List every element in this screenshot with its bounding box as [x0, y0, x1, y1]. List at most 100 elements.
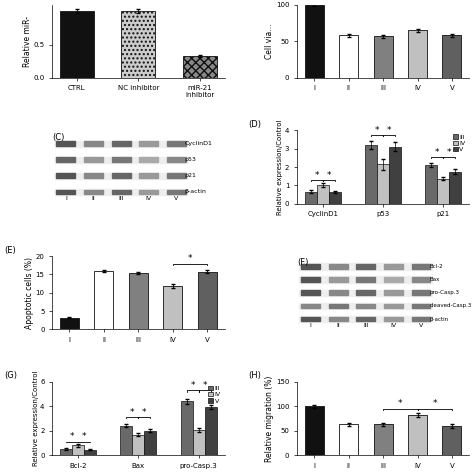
Bar: [329, 277, 348, 282]
Bar: [305, 5, 324, 78]
Bar: [384, 291, 403, 295]
Text: *: *: [375, 126, 379, 135]
Bar: [356, 264, 375, 269]
Bar: [163, 286, 182, 329]
Bar: [301, 264, 320, 269]
Text: *: *: [387, 126, 392, 135]
Bar: [374, 424, 392, 455]
Bar: [111, 141, 130, 146]
Y-axis label: Relative expression/Control: Relative expression/Control: [33, 371, 38, 466]
Bar: [300, 276, 432, 283]
Text: II: II: [337, 323, 340, 328]
Text: *: *: [435, 148, 439, 157]
Text: Bax: Bax: [429, 277, 440, 282]
Bar: [384, 264, 403, 269]
Bar: [377, 164, 389, 203]
Bar: [408, 30, 427, 78]
Bar: [167, 190, 186, 194]
Bar: [329, 303, 348, 308]
Text: *: *: [432, 399, 437, 408]
Bar: [305, 191, 317, 203]
Text: *: *: [202, 381, 207, 390]
Bar: [301, 291, 320, 295]
Bar: [365, 145, 377, 203]
Text: *: *: [130, 408, 135, 417]
Bar: [205, 407, 217, 455]
Bar: [411, 317, 430, 321]
Bar: [384, 317, 403, 321]
Bar: [339, 424, 358, 455]
Text: III: III: [118, 196, 124, 201]
Bar: [139, 173, 158, 178]
Bar: [329, 264, 348, 269]
Text: *: *: [142, 408, 146, 417]
Bar: [60, 11, 94, 78]
Bar: [94, 271, 113, 329]
Bar: [56, 190, 75, 194]
Bar: [84, 449, 96, 455]
Text: (G): (G): [4, 372, 17, 381]
Text: IV: IV: [391, 323, 396, 328]
Bar: [84, 173, 103, 178]
Text: I: I: [310, 323, 311, 328]
Bar: [56, 173, 75, 178]
Bar: [356, 291, 375, 295]
Bar: [449, 172, 461, 203]
Y-axis label: Relative miR-: Relative miR-: [23, 16, 32, 67]
Y-axis label: Apoptotic cells (%): Apoptotic cells (%): [25, 257, 34, 329]
Bar: [55, 173, 187, 179]
Text: (D): (D): [249, 120, 262, 129]
Bar: [339, 36, 358, 78]
Text: IV: IV: [146, 196, 152, 201]
Text: *: *: [82, 432, 86, 441]
Bar: [411, 277, 430, 282]
Bar: [139, 190, 158, 194]
Legend: III, IV, V: III, IV, V: [208, 385, 221, 404]
Bar: [300, 264, 432, 270]
Text: I: I: [65, 196, 67, 201]
Bar: [411, 291, 430, 295]
Bar: [301, 317, 320, 321]
Bar: [301, 277, 320, 282]
Bar: [84, 141, 103, 146]
Text: pro-Casp.3: pro-Casp.3: [429, 290, 460, 295]
Bar: [411, 264, 430, 269]
Bar: [301, 303, 320, 308]
Bar: [329, 291, 348, 295]
Bar: [181, 401, 192, 455]
Bar: [300, 303, 432, 309]
Bar: [384, 303, 403, 308]
Bar: [145, 431, 156, 455]
Text: (H): (H): [249, 372, 262, 381]
Text: p53: p53: [185, 157, 197, 162]
Bar: [305, 406, 324, 455]
Bar: [72, 445, 84, 455]
Bar: [356, 303, 375, 308]
Legend: III, IV, V: III, IV, V: [453, 134, 466, 153]
Bar: [55, 156, 187, 163]
Text: p21: p21: [185, 173, 197, 178]
Text: β-actin: β-actin: [185, 190, 207, 194]
Bar: [121, 11, 155, 78]
Text: III: III: [363, 323, 369, 328]
Bar: [167, 141, 186, 146]
Text: β-actin: β-actin: [429, 317, 449, 321]
Bar: [129, 273, 148, 329]
Bar: [384, 277, 403, 282]
Text: *: *: [447, 148, 452, 157]
Text: (E): (E): [4, 246, 16, 255]
Bar: [300, 316, 432, 322]
Bar: [167, 157, 186, 162]
Bar: [84, 190, 103, 194]
Bar: [329, 317, 348, 321]
Bar: [356, 277, 375, 282]
Text: CyclinD1: CyclinD1: [185, 141, 213, 146]
Bar: [139, 157, 158, 162]
Bar: [167, 173, 186, 178]
Bar: [120, 426, 132, 455]
Bar: [443, 426, 461, 455]
Bar: [198, 272, 217, 329]
Bar: [111, 190, 130, 194]
Bar: [192, 430, 205, 455]
Bar: [183, 56, 217, 78]
